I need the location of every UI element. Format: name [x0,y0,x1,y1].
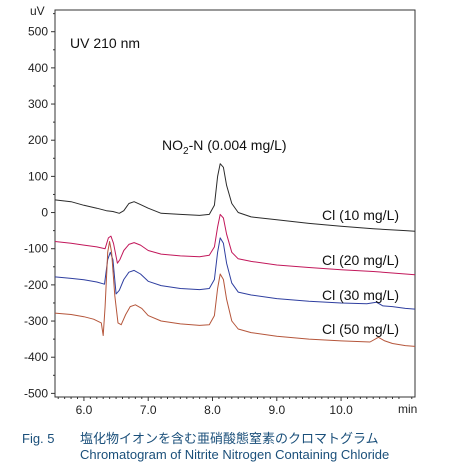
y-tick-label: 0 [41,206,48,220]
x-tick-label: 8.0 [204,403,221,417]
figure-number: Fig. 5 [22,431,55,446]
y-tick-label: 100 [28,169,48,183]
series-line-0 [54,163,416,232]
y-unit-label: uV [30,4,45,18]
y-tick-label: -300 [24,314,48,328]
x-tick-label: 9.0 [268,403,285,417]
x-tick-label: 6.0 [76,403,93,417]
series-lines [54,163,416,347]
y-tick-label: -100 [24,242,48,256]
y-tick-label: 500 [28,25,48,39]
series-line-2 [54,237,416,310]
peak-label-rest: -N (0.004 mg/L) [189,137,287,153]
series-label-cl-20: Cl (20 mg/L) [322,252,399,268]
y-tick-label: 300 [28,97,48,111]
peak-label-subscript: 2 [183,146,189,157]
peak-annotation: NO2-N (0.004 mg/L) [162,137,287,157]
y-axis: 500 400 300 200 100 0 -100 -200 -300 -400 -500 [24,13,55,400]
detector-label: UV 210 nm [70,35,140,51]
x-axis: 6.0 7.0 8.0 9.0 10.0 [57,397,413,417]
x-tick-label: 7.0 [140,403,157,417]
y-tick-label: 200 [28,133,48,147]
series-label-cl-30: Cl (30 mg/L) [322,287,399,303]
series-line-1 [54,213,416,276]
y-tick-label: -200 [24,278,48,292]
y-tick-label: 400 [28,61,48,75]
y-tick-label: -500 [24,386,48,400]
caption-title-en: Chromatogram of Nitrite Nitrogen Contain… [80,447,390,462]
y-tick-label: -400 [24,350,48,364]
series-line-3 [54,241,416,347]
caption-line-ja: Fig. 5 塩化物イオンを含む亜硝酸態窒素のクロマトグラム [22,428,379,447]
plot-border [54,9,416,398]
caption-title-ja: 塩化物イオンを含む亜硝酸態窒素のクロマトグラム [80,431,379,446]
series-label-cl-50: Cl (50 mg/L) [322,321,399,337]
series-label-cl-10: Cl (10 mg/L) [322,207,399,223]
x-tick-label: 10.0 [329,403,353,417]
peak-label-main: NO [162,137,183,153]
x-unit-label: min [398,402,417,416]
plot-frame [54,9,416,398]
